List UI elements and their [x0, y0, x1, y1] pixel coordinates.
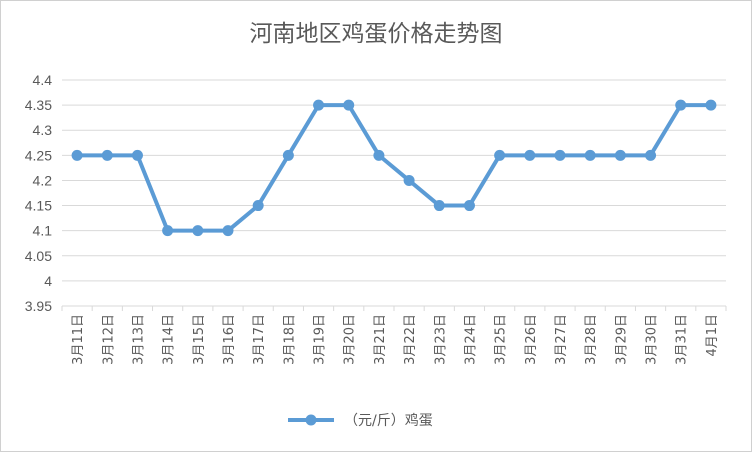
data-point: [373, 149, 385, 161]
data-point: [192, 225, 204, 237]
x-tick-label: 3月21日: [373, 314, 388, 365]
x-tick-label: 3月17日: [252, 314, 267, 365]
x-tick-label: 3月13日: [131, 314, 146, 365]
data-point: [584, 149, 596, 161]
x-tick-label: 3月29日: [614, 314, 629, 365]
x-tick-label: 3月12日: [101, 314, 116, 365]
x-tick-label: 3月30日: [645, 314, 660, 365]
y-tick-label: 4.35: [25, 97, 52, 113]
data-point: [222, 225, 234, 237]
y-axis-ticks: 3.95 4 4.05 4.1 4.15 4.2 4.25 4.3 4.35 4.4: [25, 72, 52, 314]
x-tick-label: 3月22日: [403, 314, 418, 365]
legend-dot-marker: [305, 414, 317, 426]
data-point: [494, 149, 506, 161]
x-tick-label: 3月15日: [192, 314, 207, 365]
data-point: [645, 149, 657, 161]
data-point: [463, 200, 475, 212]
series-points: [71, 99, 717, 237]
data-point: [343, 99, 355, 111]
y-tick-label: 4: [44, 273, 52, 289]
y-tick-label: 4.4: [33, 72, 53, 88]
x-axis-ticks: 3月11日 3月12日 3月13日 3月14日 3月15日 3月16日 3月17日 3月18日…: [71, 314, 720, 365]
x-tick-label: 3月24日: [463, 314, 478, 365]
x-tick-label: 3月25日: [494, 314, 509, 365]
gridlines: [61, 79, 727, 311]
x-tick-label: 4月1日: [705, 314, 720, 357]
legend-label: （元/斤）鸡蛋: [344, 412, 433, 429]
data-point: [675, 99, 687, 111]
y-tick-label: 4.3: [33, 122, 53, 138]
x-tick-label: 3月27日: [554, 314, 569, 365]
chart-title: 河南地区鸡蛋价格走势图: [249, 21, 503, 47]
data-point: [403, 174, 415, 186]
data-point: [282, 149, 294, 161]
x-tick-label: 3月11日: [71, 314, 86, 365]
x-tick-label: 3月18日: [282, 314, 297, 365]
y-tick-label: 4.25: [25, 147, 52, 163]
data-point: [433, 200, 445, 212]
y-tick-label: 4.2: [33, 172, 53, 188]
x-tick-label: 3月31日: [675, 314, 690, 365]
data-point: [705, 99, 717, 111]
x-tick-label: 3月23日: [433, 314, 448, 365]
data-point: [101, 149, 113, 161]
data-point: [614, 149, 626, 161]
data-point: [71, 149, 83, 161]
y-tick-label: 4.15: [25, 198, 52, 214]
legend: （元/斤）鸡蛋: [288, 412, 433, 429]
data-point: [252, 200, 264, 212]
x-tick-label: 3月20日: [343, 314, 358, 365]
x-tick-label: 3月16日: [222, 314, 237, 365]
data-point: [162, 225, 174, 237]
data-point: [131, 149, 143, 161]
x-tick-label: 3月14日: [162, 314, 177, 365]
data-point: [313, 99, 325, 111]
series-line: [77, 103, 711, 233]
x-tick-label: 3月26日: [524, 314, 539, 365]
x-tick-label: 3月28日: [584, 314, 599, 365]
x-tick-label: 3月19日: [313, 314, 328, 365]
data-point: [554, 149, 566, 161]
data-point: [524, 149, 536, 161]
y-tick-label: 4.05: [25, 248, 52, 264]
y-tick-label: 4.1: [33, 223, 53, 239]
y-tick-label: 3.95: [25, 298, 52, 314]
